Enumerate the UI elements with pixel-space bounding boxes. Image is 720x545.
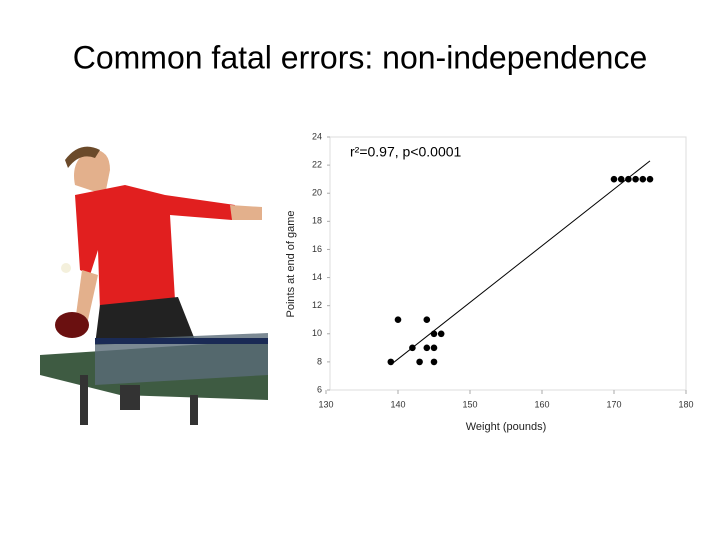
- y-tick-label: 10: [312, 328, 322, 338]
- photo: [40, 140, 268, 425]
- y-tick-label: 12: [312, 300, 322, 310]
- point: [423, 316, 431, 324]
- x-tick-label: 130: [318, 399, 333, 409]
- point: [646, 175, 654, 183]
- point: [394, 316, 402, 324]
- y-tick-label: 20: [312, 188, 322, 198]
- fit-line: [390, 160, 651, 366]
- y-tick-label: 22: [312, 159, 322, 169]
- y-tick-label: 16: [312, 244, 322, 254]
- point: [610, 175, 618, 183]
- plot-frame: [329, 136, 687, 391]
- y-tick-label: 14: [312, 272, 322, 282]
- point: [430, 330, 438, 338]
- annotation: r²=0.97, p<0.0001: [350, 144, 462, 160]
- point: [430, 358, 438, 366]
- point: [437, 330, 445, 338]
- point: [625, 175, 632, 183]
- point: [639, 175, 647, 183]
- y-axis-label: Points at end of game: [285, 210, 297, 317]
- point: [416, 358, 423, 366]
- y-tick-label: 8: [317, 356, 322, 366]
- x-tick-label: 180: [678, 399, 693, 409]
- point: [387, 358, 395, 366]
- point: [409, 344, 416, 352]
- x-tick-label: 170: [606, 399, 621, 409]
- y-tick-label: 24: [312, 131, 322, 141]
- y-tick-label: 6: [317, 384, 322, 394]
- x-tick-label: 140: [390, 399, 405, 409]
- point: [423, 344, 431, 352]
- point: [430, 344, 438, 352]
- x-tick-label: 150: [462, 399, 477, 409]
- point: [632, 175, 639, 183]
- x-axis-label: Weight (pounds): [466, 421, 547, 433]
- x-tick-label: 160: [534, 399, 549, 409]
- point: [617, 175, 625, 183]
- slide-title: Common fatal errors: non-independence: [73, 39, 648, 75]
- y-tick-label: 18: [312, 216, 322, 226]
